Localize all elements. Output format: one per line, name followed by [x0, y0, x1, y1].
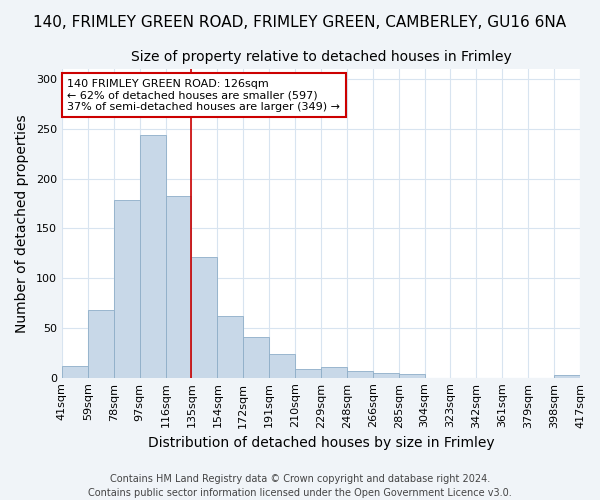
Title: Size of property relative to detached houses in Frimley: Size of property relative to detached ho… [131, 50, 511, 64]
Bar [140, 135, 166, 378]
Y-axis label: Number of detached properties: Number of detached properties [15, 114, 29, 333]
Bar [88, 310, 114, 378]
Bar [191, 258, 217, 378]
Bar [217, 316, 243, 378]
Bar [114, 200, 140, 378]
Text: 140, FRIMLEY GREEN ROAD, FRIMLEY GREEN, CAMBERLEY, GU16 6NA: 140, FRIMLEY GREEN ROAD, FRIMLEY GREEN, … [34, 15, 566, 30]
Bar [166, 196, 191, 378]
Text: Contains HM Land Registry data © Crown copyright and database right 2024.
Contai: Contains HM Land Registry data © Crown c… [88, 474, 512, 498]
Bar [62, 366, 88, 378]
Bar [321, 366, 347, 378]
Text: 140 FRIMLEY GREEN ROAD: 126sqm
← 62% of detached houses are smaller (597)
37% of: 140 FRIMLEY GREEN ROAD: 126sqm ← 62% of … [67, 78, 340, 112]
X-axis label: Distribution of detached houses by size in Frimley: Distribution of detached houses by size … [148, 436, 494, 450]
Bar [373, 372, 398, 378]
Bar [347, 370, 373, 378]
Bar [243, 337, 269, 378]
Bar [554, 374, 580, 378]
Bar [398, 374, 425, 378]
Bar [295, 368, 321, 378]
Bar [269, 354, 295, 378]
